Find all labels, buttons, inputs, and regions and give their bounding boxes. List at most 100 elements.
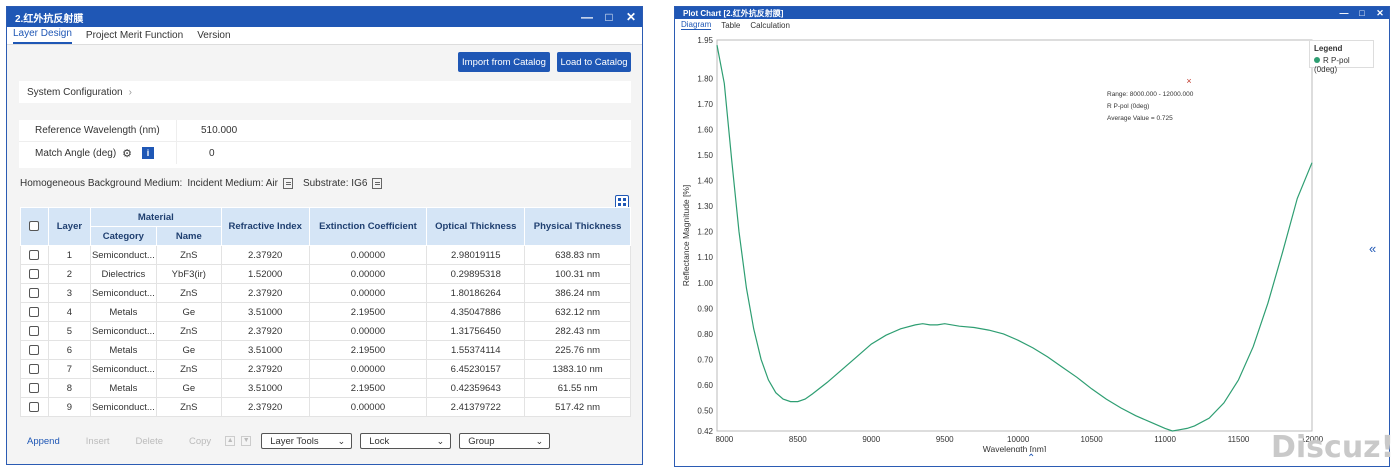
tab-table[interactable]: Table: [721, 20, 741, 30]
layer-material-name[interactable]: ZnS: [155, 397, 222, 417]
layer-category[interactable]: Semiconduct...: [89, 283, 157, 303]
refractive-index-value[interactable]: 3.51000: [220, 302, 310, 322]
header-category[interactable]: Category: [89, 226, 157, 246]
physical-thickness-value[interactable]: 386.24 nm: [524, 283, 631, 303]
tab-layer-design[interactable]: Layer Design: [13, 28, 72, 44]
header-refractive-index[interactable]: Refractive Index: [220, 207, 310, 246]
extinction-coefficient-value[interactable]: 0.00000: [308, 321, 428, 341]
maximize-icon[interactable]: □: [1359, 7, 1365, 18]
match-angle-value[interactable]: 0: [209, 147, 215, 159]
extinction-coefficient-value[interactable]: 0.00000: [308, 264, 428, 284]
expand-bottom-icon[interactable]: ⌃: [1027, 453, 1036, 464]
lock-dropdown[interactable]: Lock ⌄: [360, 433, 452, 449]
layer-material-name[interactable]: Ge: [155, 378, 222, 398]
move-down-icon[interactable]: ▼: [241, 436, 252, 446]
load-to-catalog-button[interactable]: Load to Catalog: [557, 52, 631, 72]
import-from-catalog-button[interactable]: Import from Catalog: [458, 52, 550, 72]
optical-thickness-value[interactable]: 0.42359643: [426, 378, 526, 398]
maximize-icon[interactable]: □: [605, 10, 613, 24]
layer-material-name[interactable]: ZnS: [155, 321, 222, 341]
layer-number[interactable]: 9: [47, 397, 91, 417]
layer-number[interactable]: 7: [47, 359, 91, 379]
row-checkbox[interactable]: [29, 268, 40, 279]
physical-thickness-value[interactable]: 100.31 nm: [524, 264, 631, 284]
gear-icon[interactable]: ⚙: [122, 147, 133, 160]
layer-category[interactable]: Semiconduct...: [89, 359, 157, 379]
series-line-0[interactable]: [716, 44, 1313, 432]
table-row[interactable]: 7 Semiconduct... ZnS 2.37920 0.00000 6.452301…: [20, 359, 631, 379]
layer-number[interactable]: 3: [47, 283, 91, 303]
minimize-icon[interactable]: —: [1339, 7, 1349, 18]
insert-button[interactable]: Insert: [85, 435, 110, 447]
select-all-checkbox[interactable]: [29, 221, 40, 232]
group-dropdown[interactable]: Group ⌄: [459, 433, 551, 449]
layer-category[interactable]: Metals: [89, 340, 157, 360]
layer-category[interactable]: Metals: [89, 302, 157, 322]
layer-number[interactable]: 8: [47, 378, 91, 398]
system-configuration-row[interactable]: System Configuration ›: [19, 81, 631, 103]
table-row[interactable]: 2 Dielectrics YbF3(ir) 1.52000 0.00000 0.2989…: [20, 264, 631, 284]
physical-thickness-value[interactable]: 638.83 nm: [524, 245, 631, 265]
delete-button[interactable]: Delete: [135, 435, 163, 447]
physical-thickness-value[interactable]: 61.55 nm: [524, 378, 631, 398]
refractive-index-value[interactable]: 2.37920: [220, 245, 310, 265]
table-row[interactable]: 6 Metals Ge 3.51000 2.19500 1.55374114 225.76 …: [20, 340, 631, 360]
table-row[interactable]: 4 Metals Ge 3.51000 2.19500 4.35047886 632.12 …: [20, 302, 631, 322]
layer-material-name[interactable]: YbF3(ir): [155, 264, 222, 284]
reflectance-chart[interactable]: 0.42 0.50 0.60 0.70 0.80 0.90 1.00 1.10 1.20 1.30…: [675, 32, 1389, 452]
row-checkbox[interactable]: [29, 401, 40, 412]
layer-category[interactable]: Dielectrics: [89, 264, 157, 284]
copy-button[interactable]: Copy: [189, 435, 212, 447]
refractive-index-value[interactable]: 1.52000: [220, 264, 310, 284]
extinction-coefficient-value[interactable]: 2.19500: [308, 302, 428, 322]
layer-number[interactable]: 4: [47, 302, 91, 322]
optical-thickness-value[interactable]: 6.45230157: [426, 359, 526, 379]
tab-calculation[interactable]: Calculation: [750, 20, 790, 30]
extinction-coefficient-value[interactable]: 2.19500: [308, 378, 428, 398]
optical-thickness-value[interactable]: 1.80186264: [426, 283, 526, 303]
optical-thickness-value[interactable]: 2.41379722: [426, 397, 526, 417]
tab-version[interactable]: Version: [197, 30, 231, 41]
header-physical-thickness[interactable]: Physical Thickness: [524, 207, 631, 246]
close-icon[interactable]: ✕: [625, 10, 637, 24]
optical-thickness-value[interactable]: 2.98019115: [426, 245, 526, 265]
refractive-index-value[interactable]: 3.51000: [220, 340, 310, 360]
row-checkbox[interactable]: [29, 325, 40, 336]
layer-material-name[interactable]: ZnS: [155, 359, 222, 379]
refractive-index-value[interactable]: 2.37920: [220, 359, 310, 379]
close-icon[interactable]: ✕: [1376, 7, 1384, 18]
optical-thickness-value[interactable]: 1.31756450: [426, 321, 526, 341]
refractive-index-value[interactable]: 2.37920: [220, 321, 310, 341]
extinction-coefficient-value[interactable]: 0.00000: [308, 397, 428, 417]
layer-category[interactable]: Semiconduct...: [89, 245, 157, 265]
table-row[interactable]: 5 Semiconduct... ZnS 2.37920 0.00000 1.317564…: [20, 321, 631, 341]
row-checkbox[interactable]: [29, 344, 40, 355]
layer-category[interactable]: Metals: [89, 378, 157, 398]
physical-thickness-value[interactable]: 632.12 nm: [524, 302, 631, 322]
layer-material-name[interactable]: ZnS: [155, 283, 222, 303]
layer-category[interactable]: Semiconduct...: [89, 397, 157, 417]
extinction-coefficient-value[interactable]: 0.00000: [308, 283, 428, 303]
table-row[interactable]: 3 Semiconduct... ZnS 2.37920 0.00000 1.801862…: [20, 283, 631, 303]
info-icon[interactable]: i: [142, 147, 155, 159]
header-name[interactable]: Name: [155, 226, 222, 246]
layer-number[interactable]: 5: [47, 321, 91, 341]
reference-wavelength-value[interactable]: 510.000: [201, 125, 238, 136]
row-checkbox[interactable]: [29, 382, 40, 393]
layer-tools-dropdown[interactable]: Layer Tools ⌄: [261, 433, 353, 449]
layer-number[interactable]: 1: [47, 245, 91, 265]
row-checkbox[interactable]: [29, 287, 40, 298]
edit-substrate-icon[interactable]: [372, 178, 383, 189]
row-checkbox[interactable]: [29, 249, 40, 260]
collapse-side-icon[interactable]: «: [1369, 241, 1377, 256]
refractive-index-value[interactable]: 3.51000: [220, 378, 310, 398]
physical-thickness-value[interactable]: 225.76 nm: [524, 340, 631, 360]
physical-thickness-value[interactable]: 517.42 nm: [524, 397, 631, 417]
layer-material-name[interactable]: ZnS: [155, 245, 222, 265]
layer-number[interactable]: 6: [47, 340, 91, 360]
physical-thickness-value[interactable]: 282.43 nm: [524, 321, 631, 341]
physical-thickness-value[interactable]: 1383.10 nm: [524, 359, 631, 379]
table-row[interactable]: 1 Semiconduct... ZnS 2.37920 0.00000 2.980191…: [20, 245, 631, 265]
annotation-close-icon[interactable]: ×: [1186, 76, 1191, 86]
table-row[interactable]: 8 Metals Ge 3.51000 2.19500 0.42359643 61.55 n…: [20, 378, 631, 398]
